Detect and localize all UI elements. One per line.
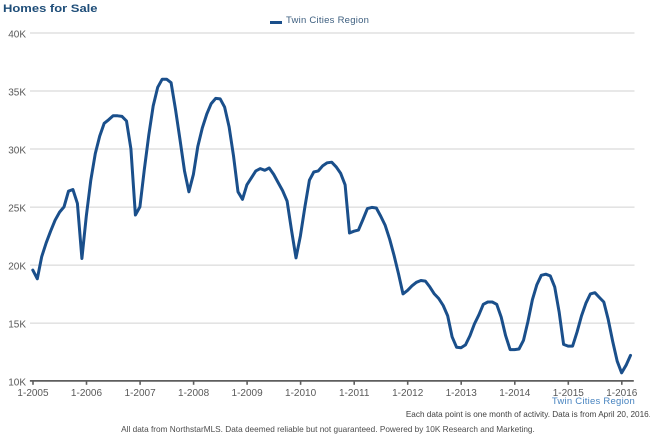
svg-text:25K: 25K: [8, 204, 26, 215]
svg-text:1-2013: 1-2013: [446, 388, 478, 399]
svg-text:1-2010: 1-2010: [285, 388, 317, 399]
svg-text:1-2009: 1-2009: [232, 388, 264, 399]
svg-text:1-2008: 1-2008: [178, 388, 210, 399]
svg-text:20K: 20K: [8, 262, 26, 273]
svg-text:30K: 30K: [8, 146, 26, 157]
svg-text:10K: 10K: [8, 378, 26, 389]
svg-text:1-2011: 1-2011: [339, 388, 370, 399]
svg-text:1-2005: 1-2005: [17, 388, 49, 399]
svg-text:40K: 40K: [8, 30, 26, 41]
svg-text:1-2012: 1-2012: [392, 388, 424, 399]
svg-text:15K: 15K: [8, 320, 26, 331]
svg-text:1-2006: 1-2006: [71, 388, 103, 399]
svg-text:1-2014: 1-2014: [499, 388, 531, 399]
svg-text:1-2016: 1-2016: [606, 388, 638, 399]
svg-text:35K: 35K: [8, 88, 26, 99]
svg-text:1-2015: 1-2015: [553, 388, 585, 399]
svg-text:1-2007: 1-2007: [125, 388, 157, 399]
